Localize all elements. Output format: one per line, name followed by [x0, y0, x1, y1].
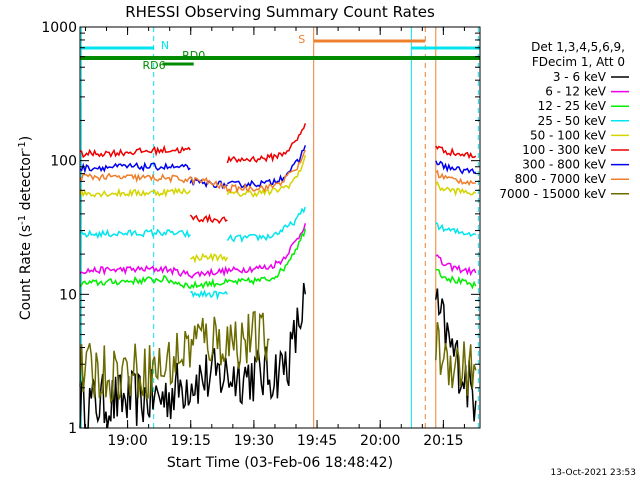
y-axis-label-sup: -1: [17, 141, 28, 151]
series-line: [435, 268, 477, 290]
x-axis-label: Start Time (03-Feb-06 18:48:42): [167, 455, 393, 471]
y-axis-label: Count Rate (s-1 detector-1): [17, 136, 34, 320]
legend-label: 50 - 100 keV: [530, 128, 607, 142]
x-tick-label: 19:30: [234, 433, 274, 449]
y-axis-label-part: Count Rate (s: [18, 225, 34, 320]
legend-title-1: Det 1,3,4,5,6,9,: [531, 40, 625, 54]
series-line: [226, 206, 307, 244]
series-line: [435, 145, 477, 160]
series-line: [79, 223, 307, 279]
series-line: [435, 169, 476, 187]
legend-label: 7000 - 15000 keV: [499, 187, 606, 201]
legend-label: 25 - 50 keV: [538, 114, 607, 128]
series-line: [435, 180, 477, 197]
series-line: [79, 282, 307, 429]
x-tick-label: 20:00: [360, 433, 400, 449]
series-8: [79, 149, 476, 194]
series-line: [435, 160, 477, 175]
chart-title: RHESSI Observing Summary Count Rates: [125, 3, 435, 21]
y-axis-label-sup: -1: [17, 215, 28, 225]
series-9: [79, 310, 477, 404]
series-5: [79, 154, 477, 264]
series-line: [435, 321, 477, 396]
legend-title-2: FDecim 1, Att 0: [532, 55, 625, 69]
series-line: [435, 222, 477, 238]
legend-label: 100 - 300 keV: [522, 143, 606, 157]
series-7: [79, 145, 477, 190]
series-4: [79, 206, 477, 301]
y-tick-label: 10: [59, 287, 77, 303]
legend-label: 800 - 7000 keV: [515, 172, 607, 186]
x-tick-label: 20:15: [423, 433, 463, 449]
series-line: [189, 213, 228, 225]
timestamp: 13-Oct-2021 23:53: [551, 468, 636, 478]
legend-label: 300 - 800 keV: [522, 158, 606, 172]
y-tick-label: 100: [50, 154, 77, 170]
plot-frame: [79, 26, 481, 429]
series-line: [79, 144, 191, 159]
legend-label: 6 - 12 keV: [545, 85, 607, 99]
legend-label: 12 - 25 keV: [538, 99, 607, 113]
y-axis-label-part: ): [18, 136, 34, 141]
legend-label: 3 - 6 keV: [553, 70, 607, 84]
series-line: [79, 186, 191, 198]
flag-label: RD0: [182, 49, 205, 62]
series-line: [226, 154, 307, 198]
plot-area: N S RD0 RD6: [79, 27, 480, 429]
series-line: [189, 252, 229, 264]
series-6: [79, 123, 477, 225]
x-tick-label: 19:45: [297, 433, 337, 449]
y-axis-label-part: detector: [18, 151, 34, 215]
series-line: [79, 228, 307, 290]
series-line: [79, 228, 191, 240]
series-line: [79, 149, 306, 194]
series-3: [79, 228, 477, 290]
flag-label: N: [161, 39, 169, 52]
y-tick-label: 1000: [41, 20, 77, 36]
series-line: [79, 161, 191, 174]
series-line: [79, 310, 270, 404]
axes: 19:00 19:15 19:30 19:45 20:00 20:15 1 10 100 1000: [41, 20, 480, 449]
series-line: [226, 123, 307, 164]
series-line: [226, 145, 307, 189]
flag-label: S: [298, 33, 305, 46]
series-2: [79, 223, 477, 279]
x-tick-label: 19:15: [171, 433, 211, 449]
flag-label: RD6: [143, 59, 166, 72]
series-line: [190, 289, 229, 301]
y-tick-label: 1: [68, 421, 77, 437]
series-line: [435, 254, 477, 277]
x-tick-label: 19:00: [107, 433, 147, 449]
